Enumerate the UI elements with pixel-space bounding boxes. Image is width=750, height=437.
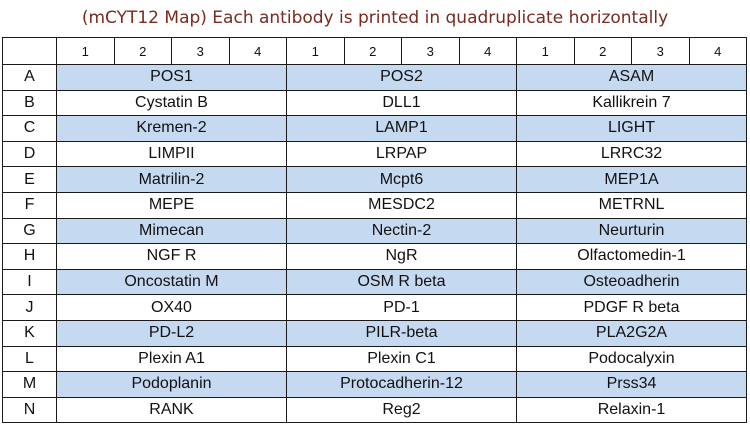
antibody-cell: PDGF R beta xyxy=(516,294,747,321)
row-label: A xyxy=(2,64,57,91)
row-label: M xyxy=(2,371,57,398)
table-row: M Podoplanin Protocadherin-12 Prss34 xyxy=(2,371,747,398)
column-number: 1 xyxy=(286,37,345,65)
antibody-cell: POS1 xyxy=(56,64,287,91)
column-number: 1 xyxy=(516,37,575,65)
table-row: N RANK Reg2 Relaxin-1 xyxy=(2,396,747,424)
antibody-cell: Oncostatin M xyxy=(56,268,287,296)
column-number: 2 xyxy=(113,37,172,65)
column-number: 2 xyxy=(573,37,632,65)
antibody-cell: Mcpt6 xyxy=(286,166,517,193)
column-number: 2 xyxy=(343,37,402,65)
row-label: G xyxy=(2,217,57,245)
row-label: I xyxy=(2,268,57,296)
antibody-cell: Kremen-2 xyxy=(56,115,287,142)
antibody-map-table: 1 2 3 4 1 2 3 4 1 2 3 4 A POS1 POS2 ASAM B Cy… xyxy=(2,37,747,424)
row-label: B xyxy=(2,89,57,117)
table-row: E Matrilin-2 Mcpt6 MEP1A xyxy=(2,166,747,193)
antibody-cell: Plexin C1 xyxy=(286,345,517,373)
antibody-cell: DLL1 xyxy=(286,89,517,117)
table-row: B Cystatin B DLL1 Kallikrein 7 xyxy=(2,89,747,117)
antibody-cell: PD-L2 xyxy=(56,319,287,347)
antibody-cell: PD-1 xyxy=(286,294,517,321)
antibody-cell: LIGHT xyxy=(516,115,747,142)
table-row: A POS1 POS2 ASAM xyxy=(2,64,747,91)
table-row: F MEPE MESDC2 METRNL xyxy=(2,191,747,219)
antibody-cell: PILR-beta xyxy=(286,319,517,347)
row-label: F xyxy=(2,191,57,219)
row-label: D xyxy=(2,140,57,168)
column-number: 3 xyxy=(171,37,230,65)
antibody-cell: OSM R beta xyxy=(286,268,517,296)
row-label: E xyxy=(2,166,57,193)
antibody-cell: Reg2 xyxy=(286,396,517,424)
antibody-cell: MEPE xyxy=(56,191,287,219)
antibody-cell: POS2 xyxy=(286,64,517,91)
antibody-cell: RANK xyxy=(56,396,287,424)
antibody-cell: LRPAP xyxy=(286,140,517,168)
column-number: 1 xyxy=(56,37,115,65)
antibody-cell: Relaxin-1 xyxy=(516,396,747,424)
antibody-cell: Podoplanin xyxy=(56,371,287,398)
table-row: D LIMPII LRPAP LRRC32 xyxy=(2,140,747,168)
corner-cell xyxy=(2,37,57,65)
antibody-cell: Cystatin B xyxy=(56,89,287,117)
antibody-cell: PLA2G2A xyxy=(516,319,747,347)
antibody-cell: OX40 xyxy=(56,294,287,321)
antibody-cell: Neurturin xyxy=(516,217,747,245)
column-number: 3 xyxy=(631,37,690,65)
antibody-cell: LRRC32 xyxy=(516,140,747,168)
row-label: H xyxy=(2,243,57,270)
antibody-cell: Plexin A1 xyxy=(56,345,287,373)
antibody-cell: Podocalyxin xyxy=(516,345,747,373)
table-row: J OX40 PD-1 PDGF R beta xyxy=(2,294,747,321)
row-label: K xyxy=(2,319,57,347)
antibody-cell: Osteoadherin xyxy=(516,268,747,296)
antibody-cell: ASAM xyxy=(516,64,747,91)
row-label: J xyxy=(2,294,57,321)
row-label: L xyxy=(2,345,57,373)
table-row: H NGF R NgR Olfactomedin-1 xyxy=(2,243,747,270)
antibody-cell: Olfactomedin-1 xyxy=(516,243,747,270)
row-label: N xyxy=(2,396,57,424)
page-title: (mCYT12 Map) Each antibody is printed in… xyxy=(81,8,669,28)
table-row: G Mimecan Nectin-2 Neurturin xyxy=(2,217,747,245)
antibody-cell: Mimecan xyxy=(56,217,287,245)
antibody-cell: Nectin-2 xyxy=(286,217,517,245)
antibody-cell: Prss34 xyxy=(516,371,747,398)
table-row: K PD-L2 PILR-beta PLA2G2A xyxy=(2,319,747,347)
column-header-row: 1 2 3 4 1 2 3 4 1 2 3 4 xyxy=(2,37,747,65)
antibody-cell: MEP1A xyxy=(516,166,747,193)
antibody-cell: NGF R xyxy=(56,243,287,270)
table-row: I Oncostatin M OSM R beta Osteoadherin xyxy=(2,268,747,296)
table-row: C Kremen-2 LAMP1 LIGHT xyxy=(2,115,747,142)
column-number: 4 xyxy=(228,37,287,65)
antibody-cell: Matrilin-2 xyxy=(56,166,287,193)
antibody-cell: METRNL xyxy=(516,191,747,219)
antibody-cell: LIMPII xyxy=(56,140,287,168)
antibody-cell: LAMP1 xyxy=(286,115,517,142)
column-number: 4 xyxy=(458,37,517,65)
antibody-cell: Protocadherin-12 xyxy=(286,371,517,398)
column-number: 3 xyxy=(401,37,460,65)
antibody-cell: Kallikrein 7 xyxy=(516,89,747,117)
column-number: 4 xyxy=(688,37,747,65)
row-label: C xyxy=(2,115,57,142)
antibody-cell: MESDC2 xyxy=(286,191,517,219)
antibody-cell: NgR xyxy=(286,243,517,270)
table-row: L Plexin A1 Plexin C1 Podocalyxin xyxy=(2,345,747,373)
